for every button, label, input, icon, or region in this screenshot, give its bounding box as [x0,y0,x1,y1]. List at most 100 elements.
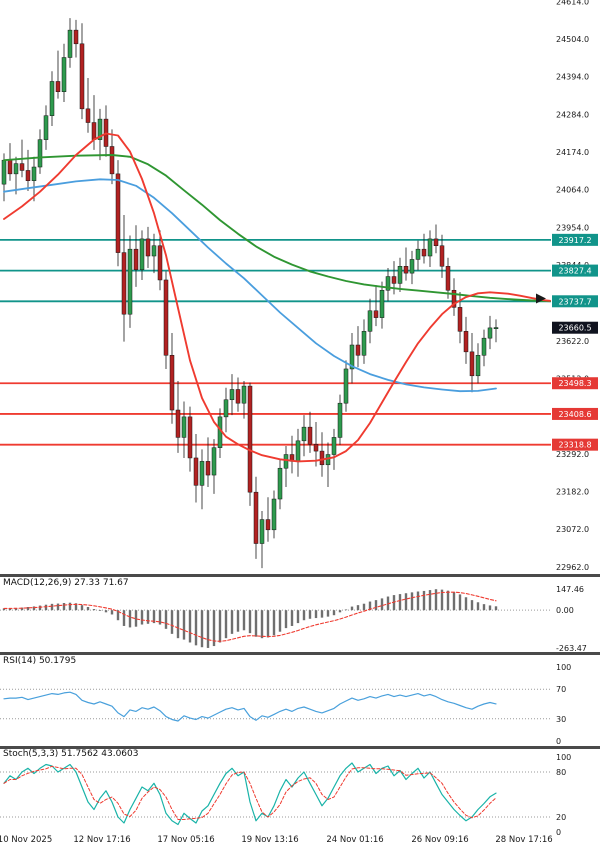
candle-body [313,444,319,452]
candle-body [1,159,7,185]
time-axis-label: 26 Nov 09:16 [411,835,468,845]
candle-body [235,389,241,404]
resistance-price-tag-text: 23737.7 [558,297,591,306]
candle-body [439,245,445,267]
current-price-tag-text: 23660.5 [558,324,591,333]
candle-body [37,139,43,168]
support-price-tag-box [552,377,598,390]
price-axis-label: 23954.0 [556,223,589,232]
candle-body [73,29,79,45]
candle-body [139,238,145,270]
rsi-axis-label: 100 [556,663,571,672]
candle-body [373,310,379,318]
candle-body [445,266,451,291]
candle-body [199,461,205,486]
candle-body [433,238,439,246]
support-price-tag-text: 23318.8 [558,441,591,450]
candle-body [121,252,127,315]
ma-green-line [3,154,551,303]
rsi-indicator-label: RSI(14) 50.1795 [3,656,77,666]
candle-body [55,81,61,92]
candle-body [415,248,421,260]
ma-blue-line [3,178,497,393]
price-axis-label: 24284.0 [556,110,589,119]
candle-body [31,166,37,181]
panel-separator [0,574,600,577]
support-price-tag-text: 23408.6 [558,410,591,419]
candle-body [229,389,235,401]
stoch-k-line [3,762,497,826]
stoch-d-line [3,765,497,820]
candle-body [79,43,85,110]
candle-body [427,238,433,257]
candle-body [193,457,199,486]
candle-body [331,437,337,455]
price-axis-label: 24614.0 [556,0,589,6]
resistance-price-tag-text: 23827.4 [558,267,591,276]
candle-body [403,266,409,274]
time-axis-label: 10 Nov 2025 [0,835,52,845]
candle-body [13,163,19,175]
candle-body [133,248,139,270]
macd-signal-line [3,591,497,642]
candle-body [175,409,181,438]
candle-body [205,461,211,476]
candle-body [91,122,97,140]
price-axis-label: 23292.0 [556,450,589,459]
price-axis-label: 23072.0 [556,525,589,534]
candle-body [319,450,325,466]
candle-body [343,368,349,404]
ma-red-line [3,132,551,463]
price-axis-label: 22962.0 [556,563,589,572]
price-axis-label: 23182.0 [556,487,589,496]
candle-body [295,440,301,462]
candle-body [181,416,187,438]
candle-body [349,344,355,370]
candle-body [241,385,247,404]
candle-body [481,337,487,356]
panel-separator [0,652,600,655]
price-axis-label: 24064.0 [556,186,589,195]
candle-body [7,159,13,175]
macd-axis-label: 0.00 [556,606,574,615]
candle-body [361,331,367,356]
resistance-price-tag-text: 23917.2 [558,236,591,245]
stoch-indicator-label: Stoch(5,3,3) 51.7562 43.0603 [3,749,139,759]
support-price-tag-text: 23498.3 [558,379,591,388]
candle-body [451,289,457,308]
candle-body [97,118,103,140]
candle-body [385,276,391,291]
candle-body [49,81,55,116]
candle-body [457,307,463,332]
candle-body [127,248,133,315]
rsi-axis-label: 30 [556,715,566,724]
candle-body [355,344,361,356]
support-price-tag-box [552,407,598,420]
candle-body [223,399,229,418]
candle-body [271,498,277,531]
macd-axis-label: -263.47 [556,644,587,653]
candle-body [211,447,217,476]
rsi-axis-label: 0 [556,737,561,746]
price-axis-label: 24504.0 [556,35,589,44]
candle-body [391,276,397,284]
candle-body [247,385,253,493]
time-axis-label: 24 Nov 01:16 [326,835,383,845]
candle-body [25,170,31,181]
resistance-price-tag-box [552,295,598,308]
candle-body [397,266,403,284]
candle-body [187,416,193,459]
candle-body [421,248,427,257]
price-axis-label: 24394.0 [556,73,589,82]
candle-body [169,355,175,411]
candle-body [151,245,157,257]
panel-separator [0,746,600,749]
price-axis-label: 24174.0 [556,148,589,157]
macd-axis-label: 147.46 [556,585,584,594]
candle-body [463,331,469,353]
candle-body [277,467,283,500]
candle-body [301,426,307,442]
candle-body [19,163,25,171]
